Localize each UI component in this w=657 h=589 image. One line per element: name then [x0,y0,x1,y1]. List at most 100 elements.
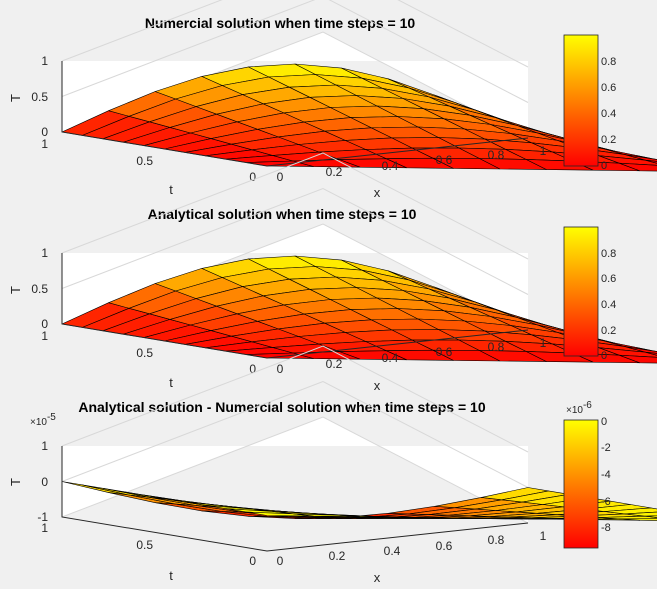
x-axis-label: x [374,378,381,393]
colorbar-tick: 0 [601,416,607,428]
z-tick: -1 [37,510,48,524]
grid-line [61,0,529,103]
surface-patch [604,340,657,352]
t-tick: 0.5 [136,346,153,360]
x-axis-label: x [374,185,381,200]
colorbar-tick: 0 [601,160,607,172]
grid-line [61,0,529,68]
analytical-solution-plot: Analytical solution when time steps = 10… [8,152,657,393]
grid-line [61,345,529,453]
surface-mesh [61,63,657,172]
x-tick: 0.8 [488,148,505,162]
colorbar-exponent: -6 [583,400,592,411]
x-tick: 0.4 [384,544,401,558]
surface-patch [598,347,657,358]
t-tick: 1 [41,329,48,343]
x-tick: 0.4 [382,159,399,173]
x-tick: 0 [277,362,284,376]
difference-plot: Analytical solution - Numercial solution… [8,345,657,585]
plot-title: Numercial solution when time steps = 10 [145,15,416,31]
t-axis-label: t [169,182,173,197]
colorbar-tick: -6 [601,496,611,508]
axis-lines [61,253,529,359]
t-tick: 0.5 [136,154,153,168]
surface-patch [645,351,657,356]
z-axis-label: T [8,94,23,102]
t-tick: 1 [41,521,48,535]
z-tick: 1 [41,246,48,260]
z-tick: 0 [41,125,48,139]
z-axis-label: T [8,478,23,486]
colorbar-tick: 0.8 [601,248,616,260]
grid-lines [61,345,529,524]
z-axis-label: T [8,286,23,294]
surface-patch [598,515,657,520]
x-tick: 1 [540,144,547,158]
t-tick: 0.5 [136,538,153,552]
t-axis-label: t [169,568,173,583]
plot-title: Analytical solution when time steps = 10 [148,206,417,222]
surface-patch [618,518,657,521]
z-tick: 1 [41,439,48,453]
t-tick: 0 [249,554,256,568]
grid-line [61,416,529,524]
colorbar [563,34,599,167]
x-tick: 0.8 [488,533,505,547]
x-tick: 0.2 [326,165,343,179]
colorbar-tick: 0.6 [601,273,616,285]
axis-lines [61,446,529,552]
x-tick: 0.4 [382,351,399,365]
t-tick: 1 [41,137,48,151]
surface-patch [604,148,657,160]
x-tick: 1 [540,336,547,350]
surface-patch [618,162,657,172]
colorbar-tick: 0.8 [601,56,616,68]
x-tick: 0 [277,170,284,184]
surface-patch [624,511,657,517]
colorbar-tick: -8 [601,522,611,534]
t-axis-label: t [169,375,173,390]
x-tick: 0 [277,554,284,568]
colorbar-tick: 0 [601,350,607,362]
x-tick: 0.6 [436,345,453,359]
colorbar-tick: -2 [601,442,611,454]
grid-line [61,152,529,260]
z-tick: 0 [41,317,48,331]
colorbar-tick: 0.2 [601,134,616,146]
z-tick: 0 [41,475,48,489]
x-tick: 0.8 [488,340,505,354]
t-tick: 0 [249,362,256,376]
z-tick: 0.5 [31,282,48,296]
surface-patch [645,515,657,518]
grid-line [61,380,529,488]
colorbar [563,226,599,357]
z-exponent: -5 [47,412,56,423]
surface-patch [624,346,657,354]
x-tick: 0.6 [436,539,453,553]
surface-mesh [61,255,657,364]
plot-title: Analytical solution - Numercial solution… [78,399,485,415]
z-exponent-label: ×10-5 [30,412,56,428]
surface-patch [645,159,657,164]
colorbar-tick: 0.4 [601,108,616,120]
t-tick: 0 [249,170,256,184]
x-tick: 0.6 [436,153,453,167]
x-tick: 0.2 [326,357,343,371]
surface-patch [624,154,657,162]
colorbar-tick: -4 [601,469,611,481]
x-axis-label: x [374,570,381,585]
z-tick: 0.5 [31,90,48,104]
axis-lines [61,61,529,167]
surface-patch [618,354,657,364]
grid-line [61,187,529,295]
colorbar-tick: 0.6 [601,82,616,94]
x-tick: 1 [540,529,547,543]
surface-patch [598,155,657,166]
numerical-solution-plot: Numercial solution when time steps = 10 … [8,0,657,200]
colorbar [563,419,599,549]
z-tick: 1 [41,54,48,68]
colorbar-tick: 0.2 [601,325,616,337]
colorbar-tick: 0.4 [601,299,616,311]
colorbar-exponent-label: ×10-6 [566,400,592,416]
